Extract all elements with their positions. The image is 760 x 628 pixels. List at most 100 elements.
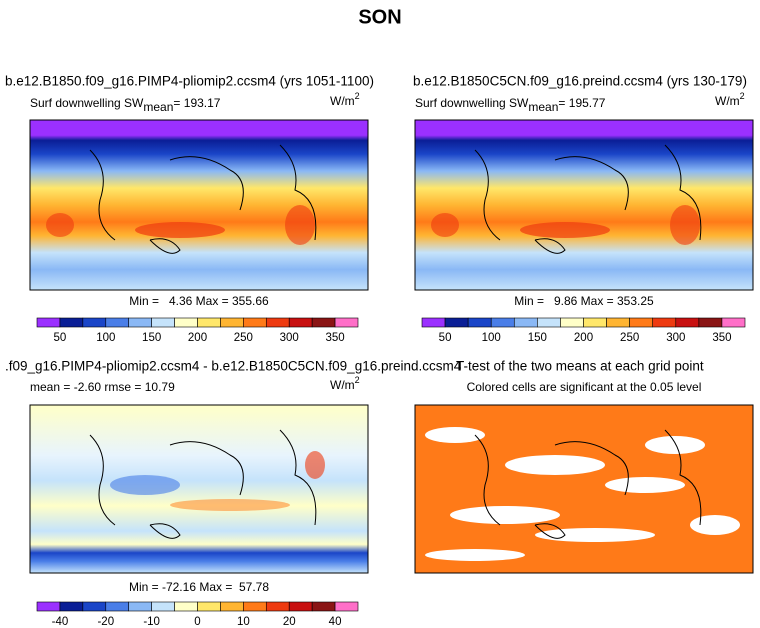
colorbar-box	[82, 601, 107, 612]
colorbar-box	[82, 317, 107, 328]
colorbar-label: 100	[96, 332, 115, 344]
colorbar-box	[128, 601, 152, 612]
colorbar-label: 150	[528, 332, 547, 344]
map-field	[30, 120, 368, 290]
units-power: 2	[355, 375, 360, 385]
map-frame	[414, 119, 754, 291]
map-feature	[425, 549, 525, 561]
map-feature	[505, 455, 605, 475]
panel-title: b.e12.B1850.f09_g16.PIMP4-pliomip2.ccsm4…	[5, 74, 374, 89]
colorbar-box	[105, 317, 130, 328]
colorbar-label: 250	[234, 332, 253, 344]
panel-title: T-test of the two means at each grid poi…	[456, 359, 704, 374]
map-feature	[690, 515, 740, 535]
colorbar-box	[490, 317, 515, 328]
figure-title: SON	[358, 6, 401, 28]
coastline	[474, 144, 702, 254]
colorbar-box	[334, 601, 359, 612]
colorbar-box	[243, 317, 267, 328]
colorbar-box	[675, 317, 700, 328]
colorbar-box	[652, 317, 677, 328]
map-field	[30, 405, 368, 573]
coastline	[89, 144, 317, 254]
colorbar-label: 100	[482, 332, 501, 344]
colorbar-box	[629, 317, 654, 328]
colorbar-label: 40	[329, 616, 342, 628]
subtitle-text: Surf downwelling SW	[415, 96, 529, 110]
subtitle-value: = 193.17	[173, 96, 220, 110]
colorbar-label: 50	[439, 332, 452, 344]
colorbar-box	[265, 601, 290, 612]
colorbar-label: 20	[283, 616, 296, 628]
colorbar-box	[243, 601, 267, 612]
colorbar-box	[197, 317, 221, 328]
colorbar-box	[174, 601, 198, 612]
colorbar-box	[288, 317, 313, 328]
colorbar-box	[311, 317, 336, 328]
colorbar-label: -20	[97, 616, 114, 628]
colorbar-box	[105, 601, 130, 612]
units: W/m2	[330, 375, 360, 392]
map-frame	[29, 404, 369, 574]
colorbar-box	[334, 317, 359, 328]
subtitle-value: = 195.77	[558, 96, 605, 110]
panel-subtitle: Surf downwelling SWmean= 193.17	[30, 96, 221, 114]
subtitle-subscript: mean	[143, 100, 173, 114]
coastline	[89, 429, 317, 539]
colorbar-box	[721, 317, 746, 328]
panel-title: .f09_g16.PIMP4-pliomip2.ccsm4 - b.e12.B1…	[5, 359, 462, 374]
colorbar-box	[128, 317, 152, 328]
colorbar-box	[59, 317, 84, 328]
colorbar-box	[220, 317, 244, 328]
colorbar-box	[151, 601, 175, 612]
colorbar-box	[59, 601, 84, 612]
map-feature	[645, 436, 705, 454]
map-feature	[170, 499, 290, 511]
stats: Min = -72.16 Max = 57.78	[129, 580, 269, 594]
map-frame	[29, 119, 369, 291]
units-power: 2	[355, 91, 360, 101]
colorbar-box	[288, 601, 313, 612]
colorbar-box	[174, 317, 198, 328]
panel-title: b.e12.B1850C5CN.f09_g16.preind.ccsm4 (yr…	[413, 74, 747, 89]
colorbar-label: 200	[188, 332, 207, 344]
units: W/m2	[715, 91, 745, 108]
subtitle-text: Colored cells are significant at the 0.0…	[467, 380, 702, 394]
map-feature	[425, 427, 485, 443]
colorbar-label: 350	[712, 332, 731, 344]
units-text: W/m	[330, 94, 355, 108]
colorbar-box	[606, 317, 630, 328]
map-feature	[535, 528, 655, 542]
map-feature	[110, 475, 180, 495]
colorbar-label: 0	[194, 616, 200, 628]
colorbar-label: -40	[52, 616, 69, 628]
colorbar-box	[265, 317, 290, 328]
units-power: 2	[740, 91, 745, 101]
colorbar-box	[537, 317, 561, 328]
stats: Min = 4.36 Max = 355.66	[129, 294, 269, 308]
colorbar-label: 300	[280, 332, 299, 344]
colorbar-box	[560, 317, 584, 328]
map-frame	[414, 404, 754, 574]
colorbar-label: 50	[54, 332, 67, 344]
colorbar-label: 10	[237, 616, 250, 628]
panel-subtitle: Surf downwelling SWmean= 195.77	[415, 96, 606, 114]
map-feature	[431, 213, 459, 237]
subtitle-subscript: mean	[528, 100, 558, 114]
subtitle-text: mean = -2.60 rmse = 10.79	[30, 380, 175, 394]
colorbar-label: 250	[620, 332, 639, 344]
colorbar-box	[151, 317, 175, 328]
units-text: W/m	[715, 94, 740, 108]
colorbar-label: 350	[325, 332, 344, 344]
units: W/m2	[330, 91, 360, 108]
map-feature	[46, 213, 74, 237]
map-field	[415, 120, 753, 290]
colorbar-label: -10	[143, 616, 160, 628]
colorbar-box	[467, 317, 492, 328]
map-feature	[605, 477, 685, 493]
map-feature	[285, 205, 315, 245]
map-feature	[670, 205, 700, 245]
colorbar-label: 300	[666, 332, 685, 344]
panel-subtitle: mean = -2.60 rmse = 10.79	[30, 380, 175, 394]
